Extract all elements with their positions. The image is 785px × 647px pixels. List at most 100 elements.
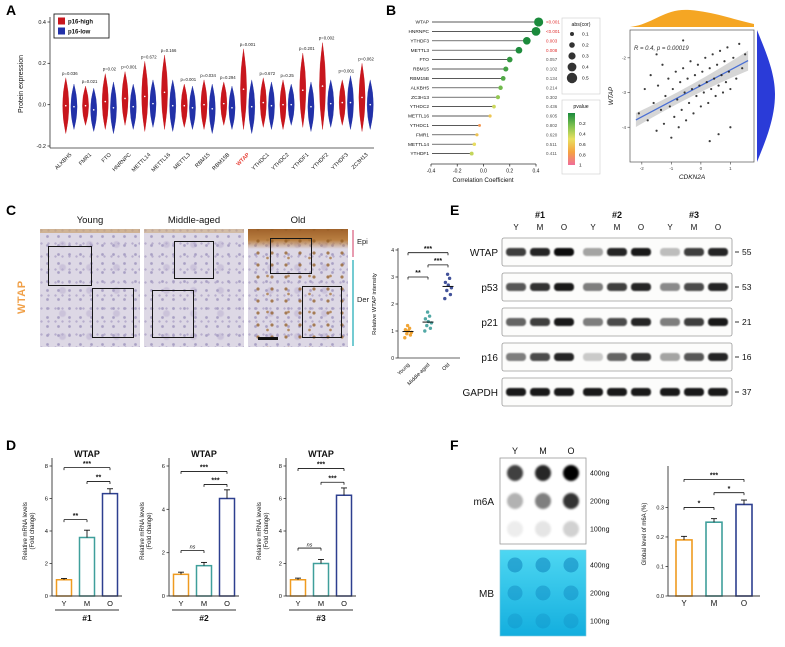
y-tick-label: 0.4: [38, 20, 46, 26]
gene-label: WTAP: [415, 20, 429, 26]
chart-title: WTAP: [74, 449, 100, 459]
protein-label: p16: [481, 353, 498, 364]
data-point: [445, 272, 450, 276]
violin-median: [242, 88, 245, 90]
scatter-point: [686, 77, 689, 80]
y-tick-label: 6: [279, 497, 282, 503]
y-tick-label: 2: [391, 302, 394, 308]
x-tick-label: 1: [729, 166, 732, 171]
scatter-point: [683, 91, 686, 94]
y-tick-label: 4: [45, 529, 49, 535]
size-legend-dot: [567, 62, 577, 72]
protein-band: [506, 318, 526, 326]
lollipop-dot: [531, 27, 541, 36]
gene-label: ALKBH5: [411, 85, 430, 91]
violin-median: [211, 108, 214, 110]
sig-label: ***: [211, 478, 219, 485]
protein-band: [554, 248, 574, 256]
scatter-point: [692, 112, 695, 115]
pvalue-label: p=0.672: [260, 71, 276, 76]
inset-box: [302, 285, 342, 338]
pvalue-label: p=0.001: [121, 65, 137, 70]
data-point: [408, 333, 413, 337]
group-label: Old: [441, 362, 451, 372]
violin-median: [143, 95, 146, 98]
bar: [195, 564, 213, 597]
protein-band: [708, 248, 728, 256]
x-tick-label: -0.4: [427, 169, 436, 175]
panel-label-a: A: [6, 2, 17, 18]
scatter-point: [717, 84, 720, 87]
gene-label: METTL16: [408, 114, 429, 120]
sig-label: ***: [424, 246, 432, 253]
scatter-point: [729, 126, 732, 129]
protein-band: [506, 283, 526, 291]
y-tick-label: 1: [391, 329, 394, 335]
scatter-point: [735, 77, 738, 80]
protein-band: [684, 248, 704, 256]
violin-median: [222, 102, 225, 105]
scatter-point: [664, 94, 667, 98]
plot-frame: [629, 29, 755, 163]
x-category-label: M: [318, 599, 324, 608]
scatter-point: [677, 126, 680, 129]
scatter-point: [715, 63, 719, 66]
lane-label: M: [614, 223, 621, 232]
scatter-point: [667, 77, 670, 80]
x-category-label: O: [107, 599, 113, 608]
lane-label: M: [691, 223, 698, 232]
scatter-point: [741, 67, 744, 70]
panel-label-e: E: [450, 202, 460, 218]
data-point: [405, 323, 410, 328]
scatter-point: [676, 98, 679, 101]
m6a-dot: [563, 521, 579, 537]
protein-band: [530, 388, 550, 396]
x-tick-label: -1: [669, 166, 673, 171]
y-tick-label: -0.2: [37, 144, 46, 150]
dermis-label: Der: [357, 295, 370, 304]
scatter-point: [680, 108, 683, 111]
violin-median: [321, 85, 324, 87]
correlation-annotation: R = 0.4, p = 0.00019: [634, 46, 689, 52]
scatter-point: [637, 112, 640, 115]
x-axis-title: Correlation Coefficient: [452, 177, 513, 184]
protein-band: [631, 353, 651, 361]
sig-label: **: [73, 513, 79, 520]
pvalue-legend-label: 0.4: [579, 132, 586, 138]
y-tick-label: 3: [391, 275, 394, 281]
sig-label: ***: [83, 461, 91, 468]
gene-label: YTHDC1: [251, 152, 271, 172]
sig-label: **: [96, 475, 102, 482]
amount-label: 200ng: [590, 591, 610, 598]
x-axis-title: CDKN2A: [679, 174, 705, 181]
gene-label: YTHDC2: [410, 104, 430, 110]
protein-band: [583, 248, 603, 256]
gene-label: ZC3H13: [351, 152, 370, 171]
x-category-label: Y: [178, 599, 183, 608]
gene-label: ALKBH5: [54, 152, 73, 171]
gene-label: METTL14: [131, 152, 152, 173]
protein-band: [583, 318, 603, 326]
tissue-surface: [144, 229, 244, 233]
y-tick-label: 0: [45, 594, 48, 600]
violin-median: [301, 89, 304, 91]
pvalue-label: 0.134: [546, 76, 558, 81]
protein-band: [708, 388, 728, 396]
mb-row-label: MB: [479, 589, 494, 600]
protein-band: [631, 248, 651, 256]
inset-box: [152, 290, 194, 338]
y-axis-title2: (Fold change): [147, 512, 153, 549]
pvalue-legend-label: 1: [579, 163, 582, 169]
m6a-dot: [563, 493, 579, 509]
violin-median: [191, 106, 194, 109]
data-point: [448, 292, 453, 297]
y-tick-label: 0.1: [656, 564, 664, 570]
wtap-stain-label: WTAP: [16, 280, 28, 314]
lollipop-dot: [472, 142, 477, 146]
pvalue-label: 0.057: [546, 57, 558, 62]
bar: [101, 492, 119, 597]
gene-label: YTHDF2: [311, 152, 330, 171]
m6a-dot: [507, 465, 523, 481]
lane-label: M: [539, 446, 547, 456]
